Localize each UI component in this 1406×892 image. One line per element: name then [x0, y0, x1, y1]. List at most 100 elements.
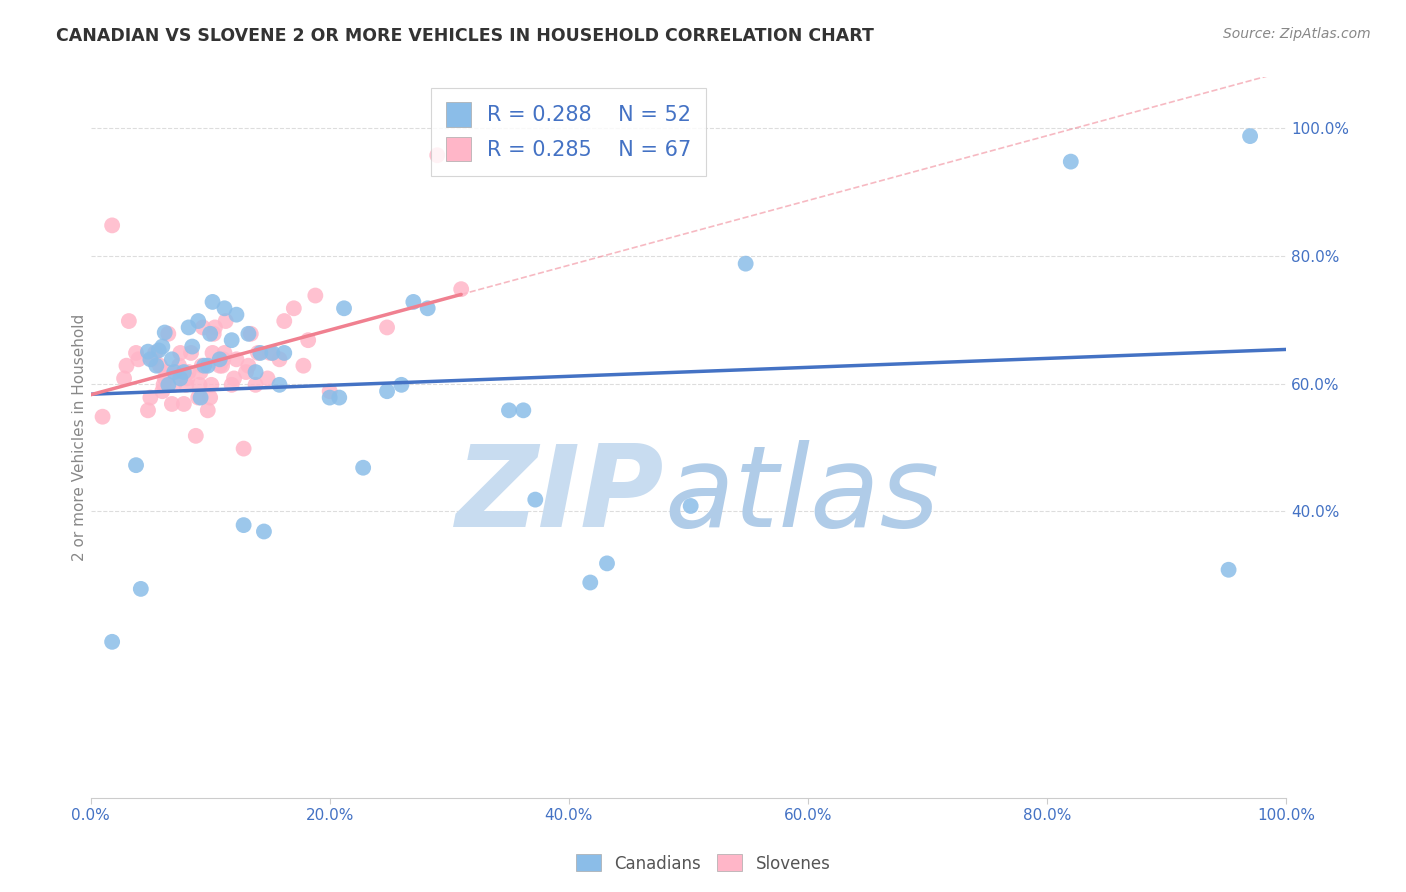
Point [150, 340, 173, 354]
Point [304, 288, 326, 302]
Point [153, 371, 176, 385]
Point [734, 257, 756, 271]
Point [375, 320, 398, 334]
Point [596, 557, 619, 571]
Point [150, 384, 173, 399]
Point [112, 371, 135, 385]
Point [142, 352, 165, 367]
Point [101, 635, 124, 649]
Point [169, 346, 191, 360]
Point [221, 377, 243, 392]
Point [318, 391, 340, 405]
Point [197, 359, 219, 373]
Point [169, 371, 191, 385]
Point [118, 314, 141, 328]
Point [136, 403, 159, 417]
Text: CANADIAN VS SLOVENE 2 OR MORE VEHICLES IN HOUSEHOLD CORRELATION CHART: CANADIAN VS SLOVENE 2 OR MORE VEHICLES I… [56, 27, 875, 45]
Point [156, 365, 179, 379]
Point [235, 365, 257, 379]
Point [1060, 154, 1083, 169]
Point [91, 409, 114, 424]
Point [184, 429, 207, 443]
Y-axis label: 2 or more Vehicles in Household: 2 or more Vehicles in Household [72, 314, 87, 561]
Point [139, 391, 162, 405]
Point [145, 359, 167, 373]
Point [283, 301, 305, 316]
Point [187, 314, 209, 328]
Point [166, 365, 188, 379]
Point [163, 377, 186, 392]
Point [191, 320, 214, 334]
Point [197, 403, 219, 417]
Legend: R = 0.288    N = 52, R = 0.285    N = 67: R = 0.288 N = 52, R = 0.285 N = 67 [432, 87, 706, 176]
Point [222, 371, 245, 385]
Point [389, 377, 412, 392]
Point [333, 301, 356, 316]
Point [148, 343, 170, 358]
Point [139, 352, 162, 367]
Point [679, 499, 702, 513]
Point [1218, 563, 1240, 577]
Point [191, 359, 214, 373]
Point [225, 308, 247, 322]
Point [246, 346, 269, 360]
Point [375, 384, 398, 399]
Point [125, 458, 148, 472]
Point [190, 365, 212, 379]
Point [269, 377, 291, 392]
Point [297, 333, 319, 347]
Point [212, 352, 235, 367]
Point [176, 371, 198, 385]
Point [352, 460, 374, 475]
Point [402, 294, 425, 309]
Point [211, 359, 233, 373]
Point [524, 492, 547, 507]
Point [512, 403, 534, 417]
Point [318, 384, 340, 399]
Legend: Canadians, Slovenes: Canadians, Slovenes [569, 847, 837, 880]
Point [259, 346, 281, 360]
Point [125, 346, 148, 360]
Point [269, 352, 291, 367]
Point [181, 340, 204, 354]
Point [232, 518, 254, 533]
Point [115, 359, 138, 373]
Point [136, 344, 159, 359]
Point [273, 314, 295, 328]
Point [249, 346, 271, 360]
Point [426, 148, 449, 162]
Point [200, 377, 222, 392]
Point [221, 333, 243, 347]
Point [328, 391, 350, 405]
Point [177, 365, 200, 379]
Text: atlas: atlas [665, 440, 939, 551]
Point [173, 365, 195, 379]
Point [273, 346, 295, 360]
Point [238, 326, 260, 341]
Point [204, 320, 226, 334]
Point [157, 377, 180, 392]
Point [579, 575, 602, 590]
Point [245, 365, 267, 379]
Point [129, 582, 152, 596]
Point [163, 365, 186, 379]
Point [202, 326, 225, 341]
Point [238, 359, 260, 373]
Point [173, 397, 195, 411]
Point [416, 301, 439, 316]
Point [155, 371, 177, 385]
Point [450, 282, 472, 296]
Point [180, 346, 202, 360]
Point [188, 377, 211, 392]
Point [157, 326, 180, 341]
Point [262, 346, 284, 360]
Point [160, 352, 183, 367]
Point [198, 326, 221, 341]
Point [167, 359, 190, 373]
Point [153, 326, 176, 340]
Point [253, 524, 276, 539]
Point [201, 294, 224, 309]
Point [239, 326, 262, 341]
Point [127, 352, 149, 367]
Point [292, 359, 315, 373]
